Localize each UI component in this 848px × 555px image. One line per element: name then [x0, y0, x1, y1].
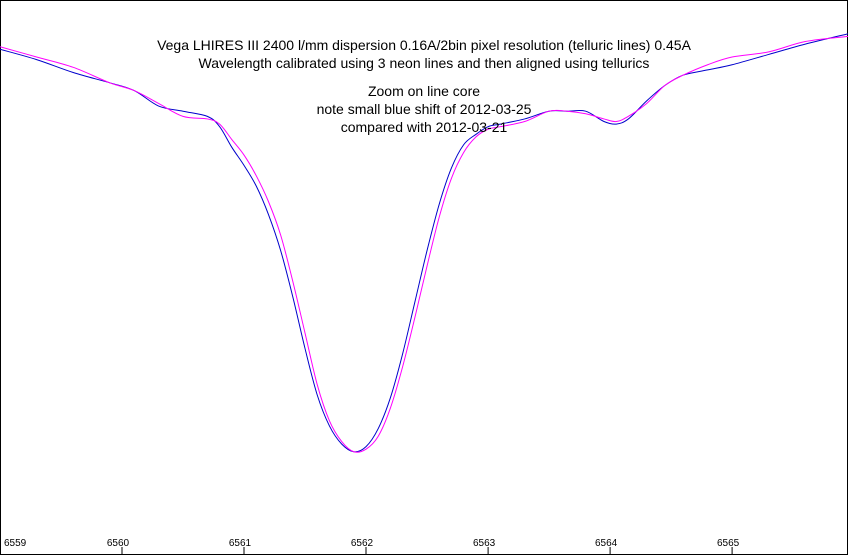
- series-line-2012-03-25: [0, 33, 848, 453]
- x-tick-label: 6565: [717, 538, 740, 549]
- title-line-2: Wavelength calibrated using 3 neon lines…: [198, 55, 650, 71]
- annotation-line-3: compared with 2012-03-21: [340, 119, 508, 135]
- title-line-1: Vega LHIRES III 2400 l/mm dispersion 0.1…: [157, 37, 691, 53]
- x-tick-label: 6560: [107, 538, 130, 549]
- x-tick-label: 6562: [351, 538, 374, 549]
- series-layer: [0, 33, 848, 453]
- x-tick-label: 6561: [229, 538, 252, 549]
- x-tick-label: 6559: [4, 538, 27, 549]
- x-tick-label: 6563: [473, 538, 496, 549]
- annotation-line-1: Zoom on line core: [367, 83, 481, 99]
- x-axis: 6559 6560 6561 6562 6563 6564 6565: [0, 538, 740, 555]
- x-tick-label: 6564: [595, 538, 618, 549]
- annotation-line-2: note small blue shift of 2012-03-25: [316, 101, 532, 117]
- series-line-2012-03-21: [0, 35, 848, 453]
